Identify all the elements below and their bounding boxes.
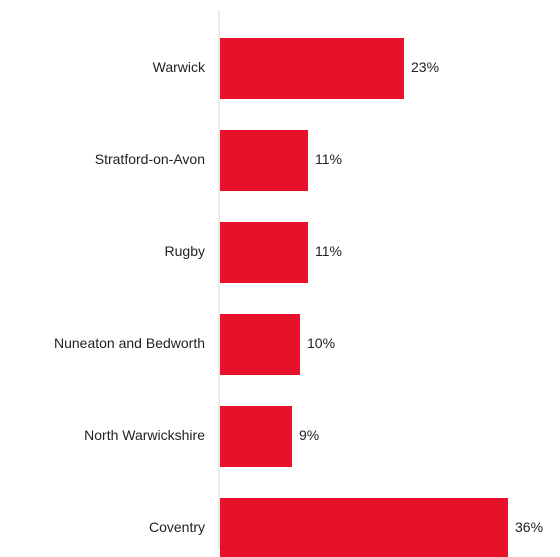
category-label-north-warwickshire: North Warwickshire <box>84 427 205 443</box>
value-label-coventry: 36% <box>515 519 543 535</box>
category-label-nuneaton-and-bedworth: Nuneaton and Bedworth <box>54 335 205 351</box>
bar-nuneaton-and-bedworth <box>220 314 300 375</box>
bars-group <box>220 38 508 557</box>
category-label-stratford-on-avon: Stratford-on-Avon <box>95 151 205 167</box>
value-label-rugby: 11% <box>315 243 342 259</box>
category-label-coventry: Coventry <box>149 519 205 535</box>
category-label-rugby: Rugby <box>165 243 205 259</box>
value-label-nuneaton-and-bedworth: 10% <box>307 335 335 351</box>
value-label-warwick: 23% <box>411 59 439 75</box>
bar-stratford-on-avon <box>220 130 308 191</box>
value-label-north-warwickshire: 9% <box>299 427 319 443</box>
bar-warwick <box>220 38 404 99</box>
category-labels-group: Warwick Stratford-on-Avon Rugby Nuneaton an… <box>54 59 206 535</box>
bar-north-warwickshire <box>220 406 292 467</box>
bar-rugby <box>220 222 308 283</box>
value-label-stratford-on-avon: 11% <box>315 151 342 167</box>
category-label-warwick: Warwick <box>153 59 206 75</box>
value-labels-group: 23% 11% 11% 10% 9% 36% <box>299 59 543 535</box>
bar-coventry <box>220 498 508 557</box>
